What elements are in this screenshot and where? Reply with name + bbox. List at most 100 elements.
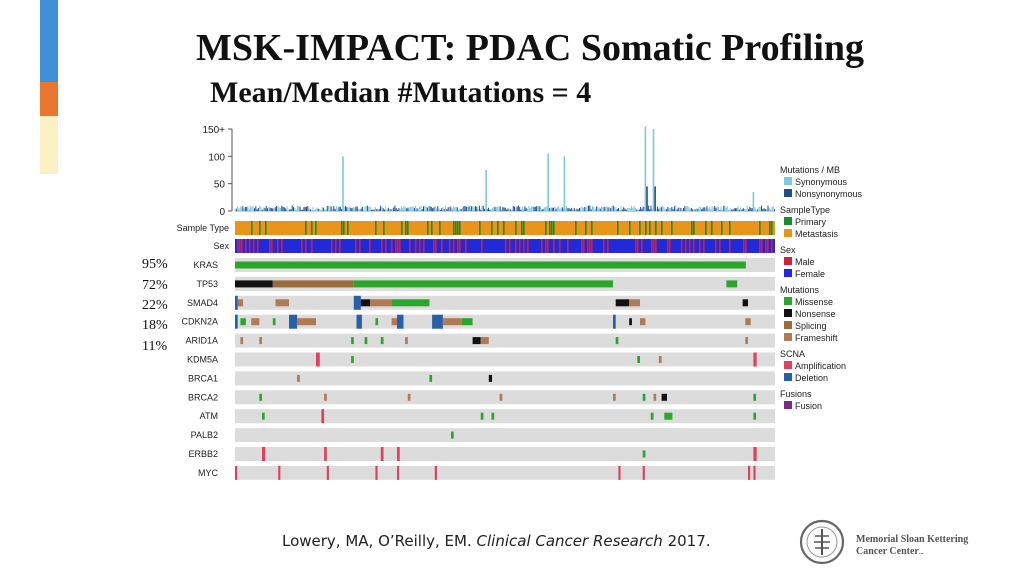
alteration-cell [653, 393, 657, 401]
alteration-cell [353, 295, 361, 310]
clinical-cell [545, 239, 547, 253]
clinical-cell [645, 221, 647, 235]
alteration-cell [391, 318, 397, 326]
clinical-cell [359, 239, 361, 253]
alteration-cell [432, 314, 443, 329]
gene-percent-tp53: 72% [142, 278, 168, 293]
clinical-cell [311, 239, 313, 253]
clinical-cell [341, 221, 343, 235]
legend-label: Frameshift [795, 333, 838, 343]
alteration-cell [235, 314, 238, 329]
clinical-cell [547, 239, 549, 253]
clinical-cell [685, 239, 687, 253]
y-tick-label: 0 [219, 207, 225, 218]
clinical-cell [457, 221, 459, 235]
clinical-cell [449, 239, 451, 253]
logo-text-line1: Memorial Sloan Kettering [856, 534, 969, 545]
gene-label: ERBB2 [188, 449, 218, 459]
alteration-cell [442, 318, 462, 326]
alteration-cell [615, 299, 630, 307]
clinical-cell [693, 239, 695, 253]
citation-journal: Clinical Cancer Research [476, 532, 663, 550]
gene-label: SMAD4 [187, 298, 218, 308]
y-tick-label: 150+ [202, 125, 225, 136]
alteration-cell [375, 318, 379, 326]
alteration-cell [240, 337, 244, 345]
clinical-cell [245, 239, 247, 253]
clinical-cell [481, 239, 483, 253]
clinical-cell [311, 221, 313, 235]
clinical-cell [585, 221, 587, 235]
legend-title: SampleType [780, 205, 830, 215]
alteration-cell [353, 280, 613, 288]
clinical-cell [575, 221, 577, 235]
legend-swatch [784, 321, 792, 329]
alteration-cell [289, 314, 298, 329]
clinical-cell [405, 221, 407, 235]
clinical-label: Sex [213, 241, 229, 251]
gene-percent-arid1a: 11% [142, 339, 168, 354]
clinical-cell [375, 221, 377, 235]
clinical-cell [691, 221, 693, 235]
legend-label: Nonsense [795, 309, 836, 319]
gene-track-bg [235, 447, 775, 461]
alteration-cell [480, 337, 489, 345]
clinical-cell [551, 221, 553, 235]
legend-swatch [784, 361, 792, 369]
clinical-cell [635, 239, 637, 253]
alteration-cell [324, 447, 327, 461]
clinical-cell [239, 239, 241, 253]
alteration-cell [642, 393, 646, 401]
clinical-cell [549, 221, 551, 235]
clinical-cell [553, 221, 555, 235]
alteration-cell [278, 465, 281, 480]
alteration-cell [235, 465, 238, 480]
clinical-cell [669, 239, 671, 253]
clinical-cell [515, 239, 517, 253]
alteration-cell [380, 447, 384, 461]
legend-label: Female [795, 269, 825, 279]
clinical-cell [667, 239, 669, 253]
alteration-cell [640, 318, 646, 326]
logo-text-line2: Cancer Center... [856, 546, 923, 557]
legend-swatch [784, 229, 792, 237]
clinical-cell [581, 239, 583, 253]
clinical-cell [269, 239, 271, 253]
clinical-cell [435, 239, 437, 253]
clinical-cell [257, 239, 259, 253]
alteration-cell [745, 337, 748, 345]
clinical-cell [689, 239, 691, 253]
alteration-cell [259, 337, 262, 345]
clinical-cell [639, 221, 641, 235]
alteration-cell [235, 280, 273, 288]
alteration-cell [642, 465, 645, 480]
alteration-cell [742, 299, 748, 307]
alteration-cell [397, 314, 404, 329]
alteration-cell [664, 412, 673, 420]
legend-swatch [784, 217, 792, 225]
clinical-cell [591, 221, 593, 235]
alteration-cell [375, 465, 378, 480]
citation-authors: Lowery, MA, O’Reilly, EM. [282, 532, 472, 550]
alteration-cell [434, 465, 437, 480]
clinical-cell [391, 239, 393, 253]
accent-bar-blue [40, 0, 58, 82]
citation-year: 2017. [667, 532, 711, 550]
alteration-cell [451, 431, 454, 439]
clinical-cell [259, 221, 261, 235]
clinical-cell [347, 221, 349, 235]
clinical-cell [251, 221, 253, 235]
oncoprint-chart: 150+ 100 50 0 Sample Type Sex KRAS TP53 SMAD4 CDK… [177, 125, 863, 480]
gene-label: CDKN2A [181, 317, 218, 327]
clinical-cell [441, 239, 443, 253]
clinical-cell [439, 221, 441, 235]
clinical-cell [589, 239, 591, 253]
clinical-cell [355, 239, 357, 253]
legend-label: Amplification [795, 361, 846, 371]
slide-subtitle: Mean/Median #Mutations = 4 [210, 76, 592, 109]
alteration-cell [262, 412, 265, 420]
clinical-cell [453, 239, 455, 253]
alteration-cell [461, 318, 473, 326]
gene-label: ARID1A [185, 336, 218, 346]
gene-track-bg [235, 295, 775, 310]
